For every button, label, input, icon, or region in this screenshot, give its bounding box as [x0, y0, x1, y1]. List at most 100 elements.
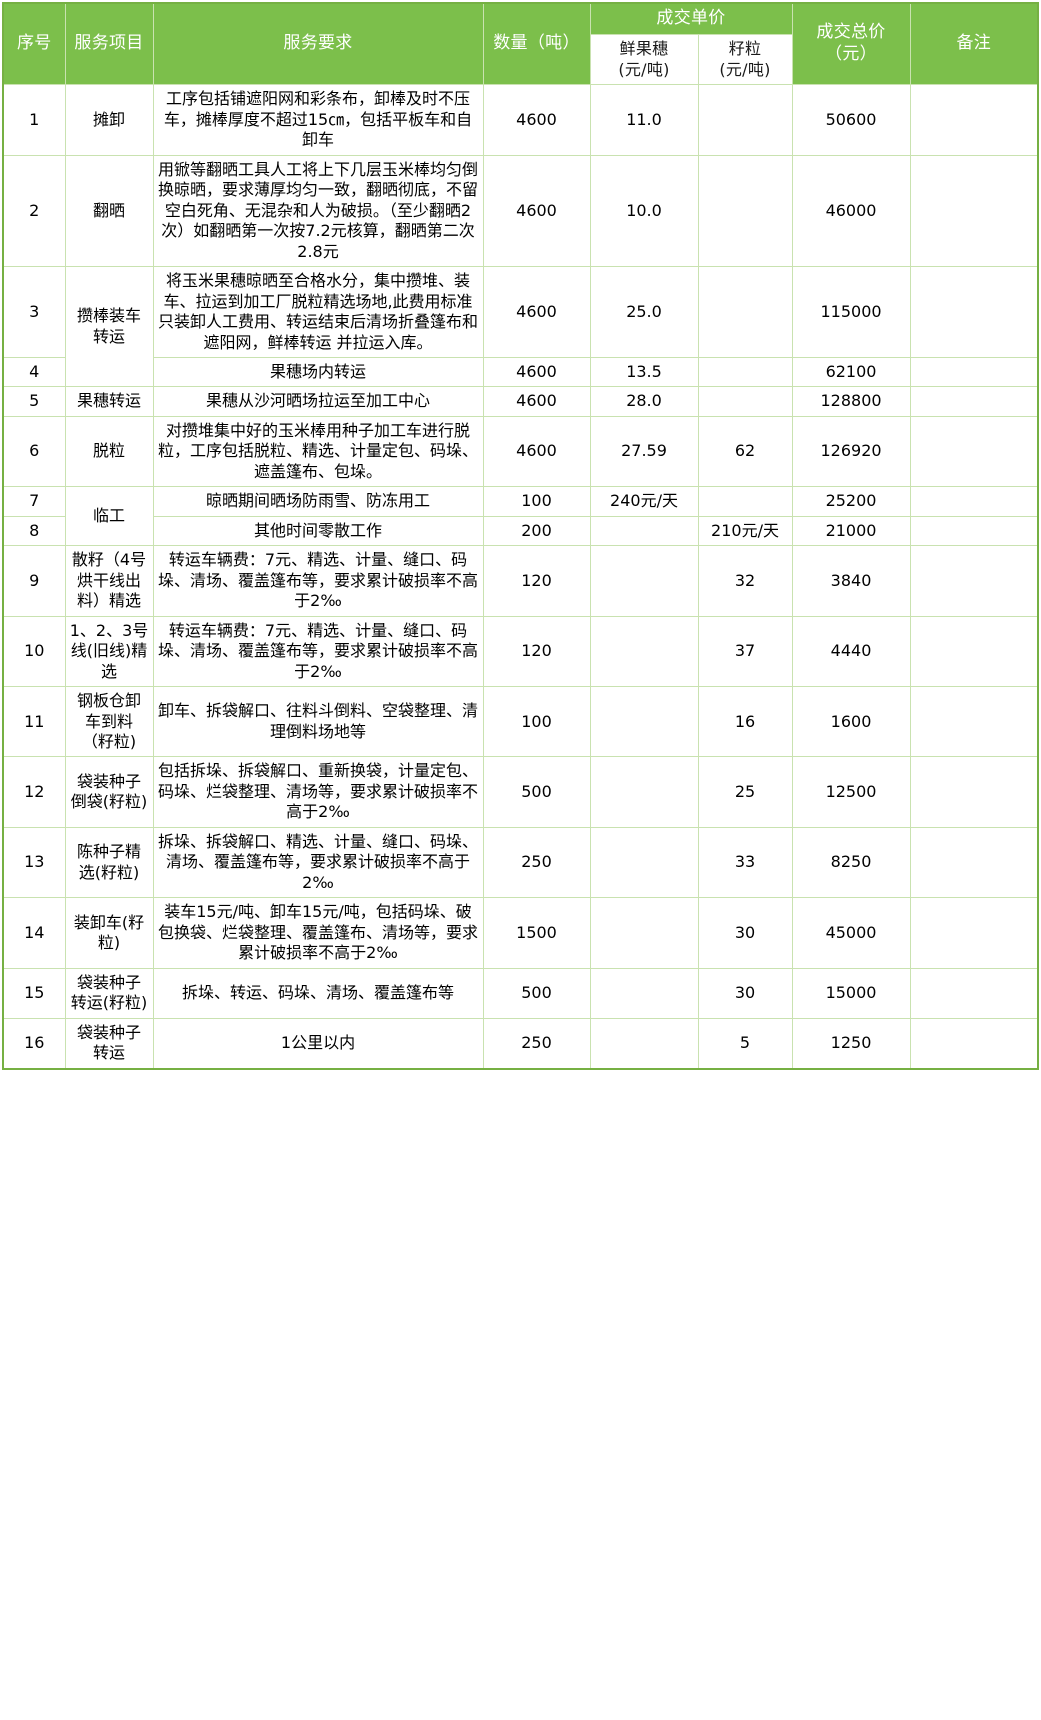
cell-item: 翻晒 — [64, 154, 154, 268]
cell-quantity: 500 — [482, 756, 591, 828]
cell-price_fresh: 10.0 — [589, 154, 699, 268]
cell-remark — [909, 515, 1039, 547]
cell-total: 1250 — [791, 1017, 911, 1070]
cell-price_kernel: 25 — [697, 756, 793, 828]
cell-no: 2 — [2, 154, 66, 268]
column-header-remark: 备注 — [909, 2, 1039, 86]
column-header-price-fresh: 鲜果穗 (元/吨) — [589, 33, 699, 86]
cell-total: 8250 — [791, 826, 911, 899]
cell-total: 12500 — [791, 756, 911, 828]
table-row: 15 袋装种子转运(籽粒) 拆垛、转运、码垛、清场、覆盖篷布等 500 30 15000 — [2, 967, 1039, 1019]
cell-remark — [909, 266, 1039, 358]
cell-remark — [909, 386, 1039, 417]
table-row: 11 钢板仓卸车到料（籽粒) 卸车、拆袋解口、往料斗倒料、空袋整理、清理倒料场地等 1… — [2, 686, 1039, 758]
cell-requirement: 卸车、拆袋解口、往料斗倒料、空袋整理、清理倒料场地等 — [152, 686, 484, 758]
cell-price_fresh: 28.0 — [589, 386, 699, 417]
column-header-requirement: 服务要求 — [152, 2, 484, 86]
cell-requirement: 晾晒期间晒场防雨雪、防冻用工 — [152, 486, 484, 517]
cell-requirement: 转运车辆费：7元、精选、计量、缝口、码垛、清场、覆盖篷布等，要求累计破损率不高于… — [152, 615, 484, 688]
cell-no: 15 — [2, 967, 66, 1019]
cell-price_kernel — [697, 266, 793, 358]
price-fresh-label-line2: (元/吨) — [618, 59, 670, 79]
table-row: 9 散籽（4号烘干线出料）精选 转运车辆费：7元、精选、计量、缝口、码垛、清场、覆盖… — [2, 545, 1039, 617]
cell-no: 5 — [2, 386, 66, 417]
cell-item: 装卸车(籽粒) — [64, 897, 154, 969]
table-row: 5 果穗转运 果穗从沙河晒场拉运至加工中心 4600 28.0 128800 — [2, 386, 1039, 417]
price-kernel-label-line2: (元/吨) — [719, 59, 771, 79]
table-row: 13 陈种子精选(籽粒) 拆垛、拆袋解口、精选、计量、缝口、码垛、清场、覆盖篷布等，… — [2, 826, 1039, 899]
cell-remark — [909, 967, 1039, 1019]
cell-requirement: 其他时间零散工作 — [152, 515, 484, 547]
cell-quantity: 4600 — [482, 266, 591, 358]
cell-no: 6 — [2, 415, 66, 488]
cell-total: 62100 — [791, 356, 911, 388]
cell-price_fresh — [589, 686, 699, 758]
cell-item: 攒棒装车转运 — [64, 266, 154, 388]
cell-price_fresh: 240元/天 — [589, 486, 699, 517]
cell-price_fresh — [589, 615, 699, 688]
cell-quantity: 120 — [482, 545, 591, 617]
service-bid-table: 序号 服务项目 服务要求 数量（吨） 成交单价 成交总价（元） 备注 鲜果穗 (… — [2, 2, 1040, 1070]
table-row: 2 翻晒 用锨等翻晒工具人工将上下几层玉米棒均匀倒换晾晒，要求薄厚均匀一致，翻晒彻底… — [2, 154, 1039, 268]
cell-item: 果穗转运 — [64, 386, 154, 417]
cell-total: 126920 — [791, 415, 911, 488]
table-body: 1 摊卸 工序包括铺遮阳网和彩条布，卸棒及时不压车，摊棒厚度不超过15㎝，包括平板车… — [2, 84, 1039, 1070]
cell-price_kernel — [697, 84, 793, 156]
cell-total: 128800 — [791, 386, 911, 417]
cell-item: 陈种子精选(籽粒) — [64, 826, 154, 899]
cell-price_fresh — [589, 826, 699, 899]
table-row: 16 袋装种子转运 1公里以内 250 5 1250 — [2, 1017, 1039, 1070]
cell-item: 临工 — [64, 486, 154, 547]
cell-price_kernel: 30 — [697, 897, 793, 969]
column-header-item: 服务项目 — [64, 2, 154, 86]
cell-quantity: 4600 — [482, 415, 591, 488]
cell-quantity: 100 — [482, 486, 591, 517]
cell-price_fresh — [589, 1017, 699, 1070]
cell-item: 散籽（4号烘干线出料）精选 — [64, 545, 154, 617]
cell-total: 3840 — [791, 545, 911, 617]
table-row: 7 临工 晾晒期间晒场防雨雪、防冻用工 100 240元/天 25200 — [2, 486, 1039, 547]
cell-no: 9 — [2, 545, 66, 617]
cell-requirement: 果穗从沙河晒场拉运至加工中心 — [152, 386, 484, 417]
cell-quantity: 250 — [482, 1017, 591, 1070]
cell-price_fresh — [589, 515, 699, 547]
header-row-sub: 鲜果穗 (元/吨) 籽粒 (元/吨) — [3, 33, 1038, 86]
cell-remark — [909, 826, 1039, 899]
cell-quantity: 500 — [482, 967, 591, 1019]
cell-item: 钢板仓卸车到料（籽粒) — [64, 686, 154, 758]
table-row: 10 1、2、3号线(旧线)精选 转运车辆费：7元、精选、计量、缝口、码垛、清场、覆… — [2, 615, 1039, 688]
cell-total: 115000 — [791, 266, 911, 358]
cell-no: 8 — [2, 515, 66, 547]
cell-price_kernel — [697, 486, 793, 517]
cell-total: 50600 — [791, 84, 911, 156]
cell-no: 3 — [2, 266, 66, 358]
cell-total: 1600 — [791, 686, 911, 758]
cell-requirement: 转运车辆费：7元、精选、计量、缝口、码垛、清场、覆盖篷布等，要求累计破损率不高于… — [152, 545, 484, 617]
table-row: 6 脱粒 对攒堆集中好的玉米棒用种子加工车进行脱粒，工序包括脱粒、精选、计量定包、码… — [2, 415, 1039, 488]
cell-requirement: 果穗场内转运 — [152, 356, 484, 388]
cell-price_fresh — [589, 545, 699, 617]
cell-total: 4440 — [791, 615, 911, 688]
cell-requirement: 对攒堆集中好的玉米棒用种子加工车进行脱粒，工序包括脱粒、精选、计量定包、码垛、遮… — [152, 415, 484, 488]
column-header-no: 序号 — [2, 2, 66, 86]
cell-requirement: 装车15元/吨、卸车15元/吨，包括码垛、破包换袋、烂袋整理、覆盖篷布、清场等，… — [152, 897, 484, 969]
cell-quantity: 120 — [482, 615, 591, 688]
cell-price_kernel — [697, 356, 793, 388]
cell-price_kernel — [697, 154, 793, 268]
cell-remark — [909, 415, 1039, 488]
cell-requirement: 拆垛、转运、码垛、清场、覆盖篷布等 — [152, 967, 484, 1019]
cell-price_kernel: 37 — [697, 615, 793, 688]
cell-remark — [909, 615, 1039, 688]
cell-quantity: 4600 — [482, 356, 591, 388]
cell-remark — [909, 545, 1039, 617]
table-row: 14 装卸车(籽粒) 装车15元/吨、卸车15元/吨，包括码垛、破包换袋、烂袋整理、… — [2, 897, 1039, 969]
cell-remark — [909, 1017, 1039, 1070]
cell-requirement: 包括拆垛、拆袋解口、重新换袋，计量定包、码垛、烂袋整理、清场等，要求累计破损率不… — [152, 756, 484, 828]
cell-remark — [909, 897, 1039, 969]
cell-quantity: 4600 — [482, 154, 591, 268]
cell-remark — [909, 686, 1039, 758]
cell-quantity: 1500 — [482, 897, 591, 969]
cell-price_kernel: 33 — [697, 826, 793, 899]
cell-remark — [909, 756, 1039, 828]
table-header: 序号 服务项目 服务要求 数量（吨） 成交单价 成交总价（元） 备注 鲜果穗 (… — [2, 2, 1039, 86]
